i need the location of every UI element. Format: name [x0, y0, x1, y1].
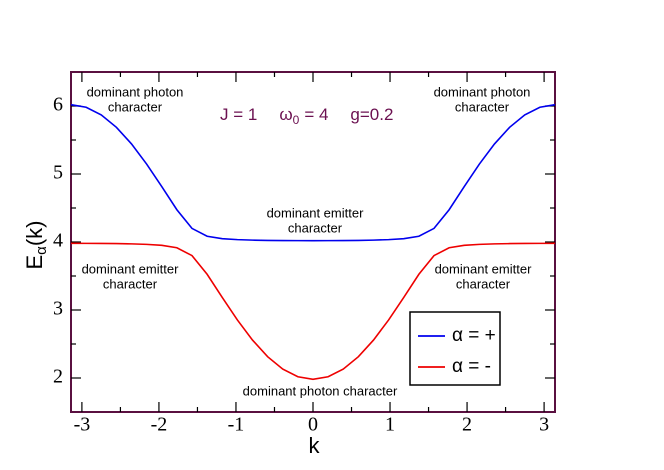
legend-label: α = +	[452, 325, 496, 346]
x-tick-label: -3	[74, 414, 91, 436]
param-omega-sub: 0	[293, 113, 300, 127]
series-line	[70, 103, 556, 242]
x-axis-label: k	[309, 433, 321, 458]
param-j: J = 1	[220, 105, 257, 124]
annotation: dominant photon	[87, 84, 184, 99]
annotation: character	[103, 276, 158, 291]
x-tick-label: -2	[151, 414, 168, 436]
y-label-main: E	[22, 255, 47, 270]
y-label-rest: (k)	[22, 220, 47, 246]
series-line	[70, 242, 556, 381]
annotation: character	[455, 99, 510, 114]
annotation: dominant photon	[434, 84, 531, 99]
annotation: dominant photon character	[243, 383, 398, 398]
y-label-sub: α	[33, 246, 50, 255]
annotation: character	[288, 220, 343, 235]
parameters: J = 1 ω0 = 4 g=0.2	[220, 105, 393, 127]
y-tick-label: 4	[53, 230, 63, 252]
y-axis-label: Eα(k)	[22, 220, 50, 269]
annotation: dominant emitter	[267, 205, 364, 220]
x-tick-label: 3	[539, 414, 549, 436]
annotation: character	[456, 276, 511, 291]
annotation: character	[108, 99, 163, 114]
x-tick-label: -1	[228, 414, 245, 436]
annotation: dominant emitter	[435, 261, 532, 276]
legend-label: α = -	[452, 356, 491, 377]
x-tick-label: 1	[385, 414, 395, 436]
param-g: g=0.2	[350, 105, 393, 124]
legend: α = + α = -	[409, 311, 501, 386]
x-tick-label: 0	[308, 414, 318, 436]
param-omega: ω	[279, 105, 292, 124]
legend-box	[409, 311, 501, 386]
x-tick-label: 2	[462, 414, 472, 436]
param-omega-rest: = 4	[304, 105, 328, 124]
y-tick-label: 5	[53, 162, 63, 184]
y-tick-label: 3	[53, 298, 63, 320]
y-tick-label: 6	[53, 94, 63, 116]
y-tick-label: 2	[53, 366, 63, 388]
annotation: dominant emitter	[82, 261, 179, 276]
